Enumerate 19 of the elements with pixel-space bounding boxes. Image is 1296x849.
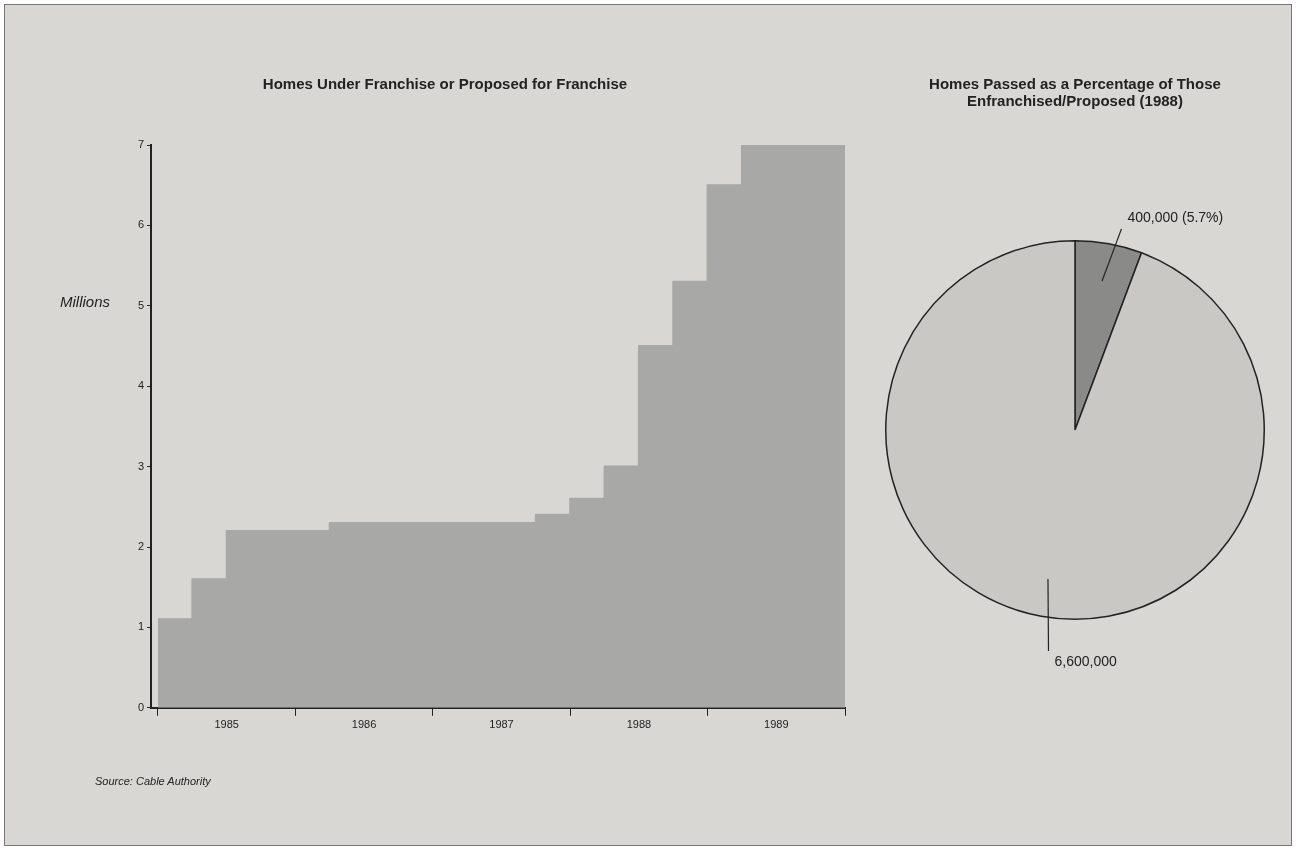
- y-tick-label: 1: [137, 620, 145, 633]
- y-tick-label: 2: [137, 540, 145, 553]
- x-tick-label: 1986: [351, 718, 377, 731]
- chart-title: Homes Under Franchise or Proposed for Franchise: [261, 75, 629, 92]
- data-label: 400,000 (5.7%): [1127, 208, 1224, 225]
- y-axis-title: Millions: [60, 293, 111, 310]
- source-note: Source: Cable Authority: [95, 775, 211, 787]
- y-tick-label: 0: [137, 700, 145, 713]
- x-tick-label: 1985: [214, 718, 239, 731]
- x-tick-label: 1989: [764, 718, 789, 731]
- y-tick-label: 7: [137, 138, 145, 151]
- y-tick-label: 5: [137, 298, 145, 311]
- x-tick-label: 1988: [626, 718, 652, 731]
- y-tick-label: 3: [137, 459, 145, 472]
- data-label: 6,600,000: [1054, 652, 1117, 669]
- chart-title: Homes Passed as a Percentage of Those Enfranchised/Proposed (1988): [928, 75, 1222, 109]
- y-tick-label: 6: [137, 218, 145, 231]
- x-tick-label: 1987: [489, 718, 514, 731]
- y-tick-label: 4: [137, 379, 145, 392]
